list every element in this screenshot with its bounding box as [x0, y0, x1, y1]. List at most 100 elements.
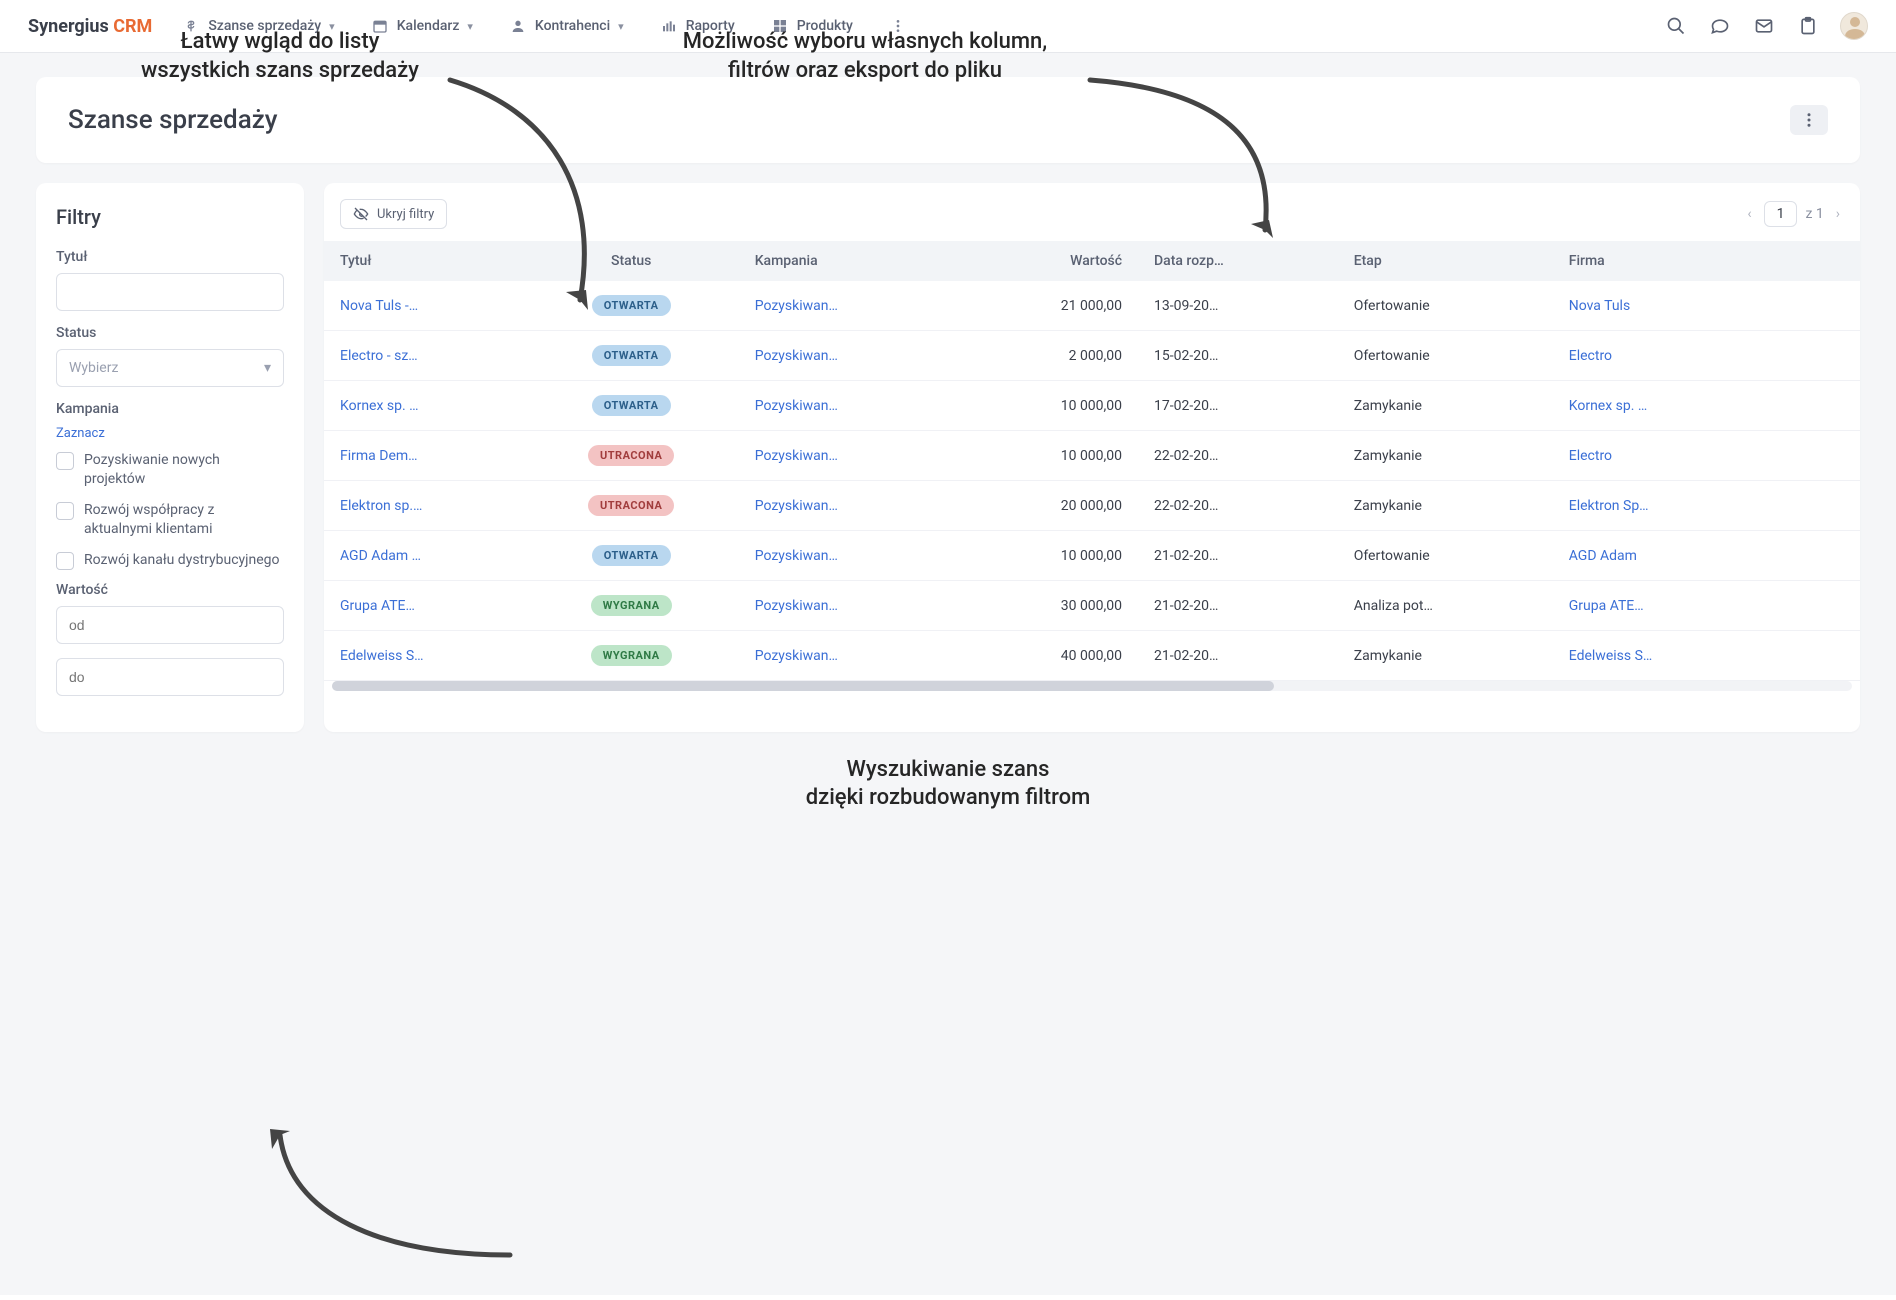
col-kampania[interactable]: Kampania [739, 241, 954, 281]
filter-wartosc-od[interactable] [56, 606, 284, 644]
nav-items: Szanse sprzedaży ▾ Kalendarz ▾ Kontrahen… [182, 17, 907, 35]
mail-icon[interactable] [1752, 14, 1776, 38]
table-row[interactable]: Nova Tuls -…OTWARTAPozyskiwan…21 000,001… [324, 281, 1860, 331]
page-current[interactable]: 1 [1764, 201, 1798, 227]
eye-off-icon [353, 206, 369, 222]
table-row[interactable]: Firma Dem…UTRACONAPozyskiwan…10 000,0022… [324, 431, 1860, 481]
top-nav: Synergius CRM Szanse sprzedaży ▾ Kalenda… [0, 0, 1896, 53]
nav-produkty-label: Produkty [797, 18, 853, 34]
filter-status-placeholder: Wybierz [69, 360, 118, 376]
table-toolbar: Ukryj filtry ‹ 1 z 1 › [324, 199, 1860, 241]
row-campaign-link[interactable]: Pozyskiwan… [755, 448, 838, 464]
row-date: 21-02-20… [1138, 581, 1338, 631]
clipboard-icon[interactable] [1796, 14, 1820, 38]
table-row[interactable]: Grupa ATE…WYGRANAPozyskiwan…30 000,0021-… [324, 581, 1860, 631]
page-title: Szanse sprzedaży [68, 105, 278, 135]
nav-szanse-label: Szanse sprzedaży [208, 18, 321, 34]
status-badge: UTRACONA [588, 445, 674, 466]
row-title-link[interactable]: Electro - sz… [340, 348, 418, 364]
zaznacz-link[interactable]: Zaznacz [56, 426, 105, 441]
row-campaign-link[interactable]: Pozyskiwan… [755, 648, 838, 664]
table-panel: Ukryj filtry ‹ 1 z 1 › Tytuł [324, 183, 1860, 732]
nav-more[interactable] [889, 17, 907, 35]
row-title-link[interactable]: Nova Tuls -… [340, 298, 418, 314]
page-actions-button[interactable] [1790, 105, 1828, 135]
filter-wartosc-do[interactable] [56, 658, 284, 696]
row-campaign-link[interactable]: Pozyskiwan… [755, 548, 838, 564]
table-row[interactable]: AGD Adam …OTWARTAPozyskiwan…10 000,0021-… [324, 531, 1860, 581]
nav-raporty[interactable]: Raporty [660, 17, 735, 35]
row-campaign-link[interactable]: Pozyskiwan… [755, 498, 838, 514]
filter-tytul-label: Tytuł [56, 249, 284, 265]
col-tytul[interactable]: Tytuł [324, 241, 524, 281]
campaign-1-label: Pozyskiwanie nowych projektów [84, 451, 284, 489]
col-wartosc[interactable]: Wartość [954, 241, 1138, 281]
checkbox-icon [56, 552, 74, 570]
page-body: Szanse sprzedaży Filtry Tytuł Status Wyb… [0, 53, 1896, 1295]
row-company-link[interactable]: Edelweiss S… [1569, 648, 1653, 664]
chevron-down-icon: ▾ [329, 20, 335, 33]
page-of-label: z 1 [1805, 206, 1823, 222]
row-value: 10 000,00 [954, 531, 1138, 581]
opportunities-table: Tytuł Status Kampania Wartość Data rozp…… [324, 241, 1860, 681]
campaign-check-3[interactable]: Rozwój kanału dystrybucyjnego [56, 551, 284, 570]
horizontal-scrollbar[interactable] [332, 681, 1852, 691]
row-date: 21-02-20… [1138, 531, 1338, 581]
status-badge: WYGRANA [591, 595, 672, 616]
row-date: 13-09-20… [1138, 281, 1338, 331]
table-row[interactable]: Kornex sp. …OTWARTAPozyskiwan…10 000,001… [324, 381, 1860, 431]
col-etap[interactable]: Etap [1338, 241, 1553, 281]
status-badge: OTWARTA [592, 295, 671, 316]
hide-filters-button[interactable]: Ukryj filtry [340, 199, 447, 229]
row-value: 2 000,00 [954, 331, 1138, 381]
row-date: 21-02-20… [1138, 631, 1338, 681]
row-campaign-link[interactable]: Pozyskiwan… [755, 348, 838, 364]
nav-kontrahenci-label: Kontrahenci [535, 18, 610, 34]
search-icon[interactable] [1664, 14, 1688, 38]
table-row[interactable]: Edelweiss S…WYGRANAPozyskiwan…40 000,002… [324, 631, 1860, 681]
row-title-link[interactable]: Elektron sp.… [340, 498, 422, 514]
row-company-link[interactable]: Grupa ATE… [1569, 598, 1644, 614]
row-value: 10 000,00 [954, 381, 1138, 431]
row-title-link[interactable]: Firma Dem… [340, 448, 418, 464]
page-next[interactable]: › [1832, 202, 1844, 226]
col-data[interactable]: Data rozp… [1138, 241, 1338, 281]
nav-produkty[interactable]: Produkty [771, 17, 853, 35]
filter-wartosc-label: Wartość [56, 582, 284, 598]
col-firma[interactable]: Firma [1553, 241, 1768, 281]
checkbox-icon [56, 452, 74, 470]
hide-filters-label: Ukryj filtry [377, 207, 434, 222]
filter-status-select[interactable]: Wybierz ▾ [56, 349, 284, 387]
nav-kontrahenci[interactable]: Kontrahenci ▾ [509, 17, 624, 35]
row-company-link[interactable]: Electro [1569, 448, 1612, 464]
row-company-link[interactable]: Nova Tuls [1569, 298, 1630, 314]
row-title-link[interactable]: Edelweiss S… [340, 648, 424, 664]
avatar[interactable] [1840, 12, 1868, 40]
row-campaign-link[interactable]: Pozyskiwan… [755, 398, 838, 414]
row-title-link[interactable]: AGD Adam … [340, 548, 421, 564]
row-company-link[interactable]: Elektron Sp… [1569, 498, 1649, 514]
row-company-link[interactable]: Electro [1569, 348, 1612, 364]
row-title-link[interactable]: Kornex sp. … [340, 398, 419, 414]
logo: Synergius CRM [28, 16, 152, 37]
col-status[interactable]: Status [524, 241, 739, 281]
row-stage: Ofertowanie [1338, 281, 1553, 331]
row-campaign-link[interactable]: Pozyskiwan… [755, 598, 838, 614]
row-campaign-link[interactable]: Pozyskiwan… [755, 298, 838, 314]
campaign-check-2[interactable]: Rozwój współpracy z aktualnymi klientami [56, 501, 284, 539]
nav-kalendarz[interactable]: Kalendarz ▾ [371, 17, 473, 35]
filter-tytul-input[interactable] [56, 273, 284, 311]
table-row[interactable]: Elektron sp.…UTRACONAPozyskiwan…20 000,0… [324, 481, 1860, 531]
table-row[interactable]: Electro - sz…OTWARTAPozyskiwan…2 000,001… [324, 331, 1860, 381]
row-company-link[interactable]: Kornex sp. … [1569, 398, 1648, 414]
campaign-2-label: Rozwój współpracy z aktualnymi klientami [84, 501, 284, 539]
campaign-check-1[interactable]: Pozyskiwanie nowych projektów [56, 451, 284, 489]
row-company-link[interactable]: AGD Adam [1569, 548, 1637, 564]
page-prev[interactable]: ‹ [1743, 202, 1755, 226]
row-date: 22-02-20… [1138, 481, 1338, 531]
row-title-link[interactable]: Grupa ATE… [340, 598, 415, 614]
nav-szanse[interactable]: Szanse sprzedaży ▾ [182, 17, 334, 35]
row-value: 10 000,00 [954, 431, 1138, 481]
chat-icon[interactable] [1708, 14, 1732, 38]
grid-icon [771, 17, 789, 35]
